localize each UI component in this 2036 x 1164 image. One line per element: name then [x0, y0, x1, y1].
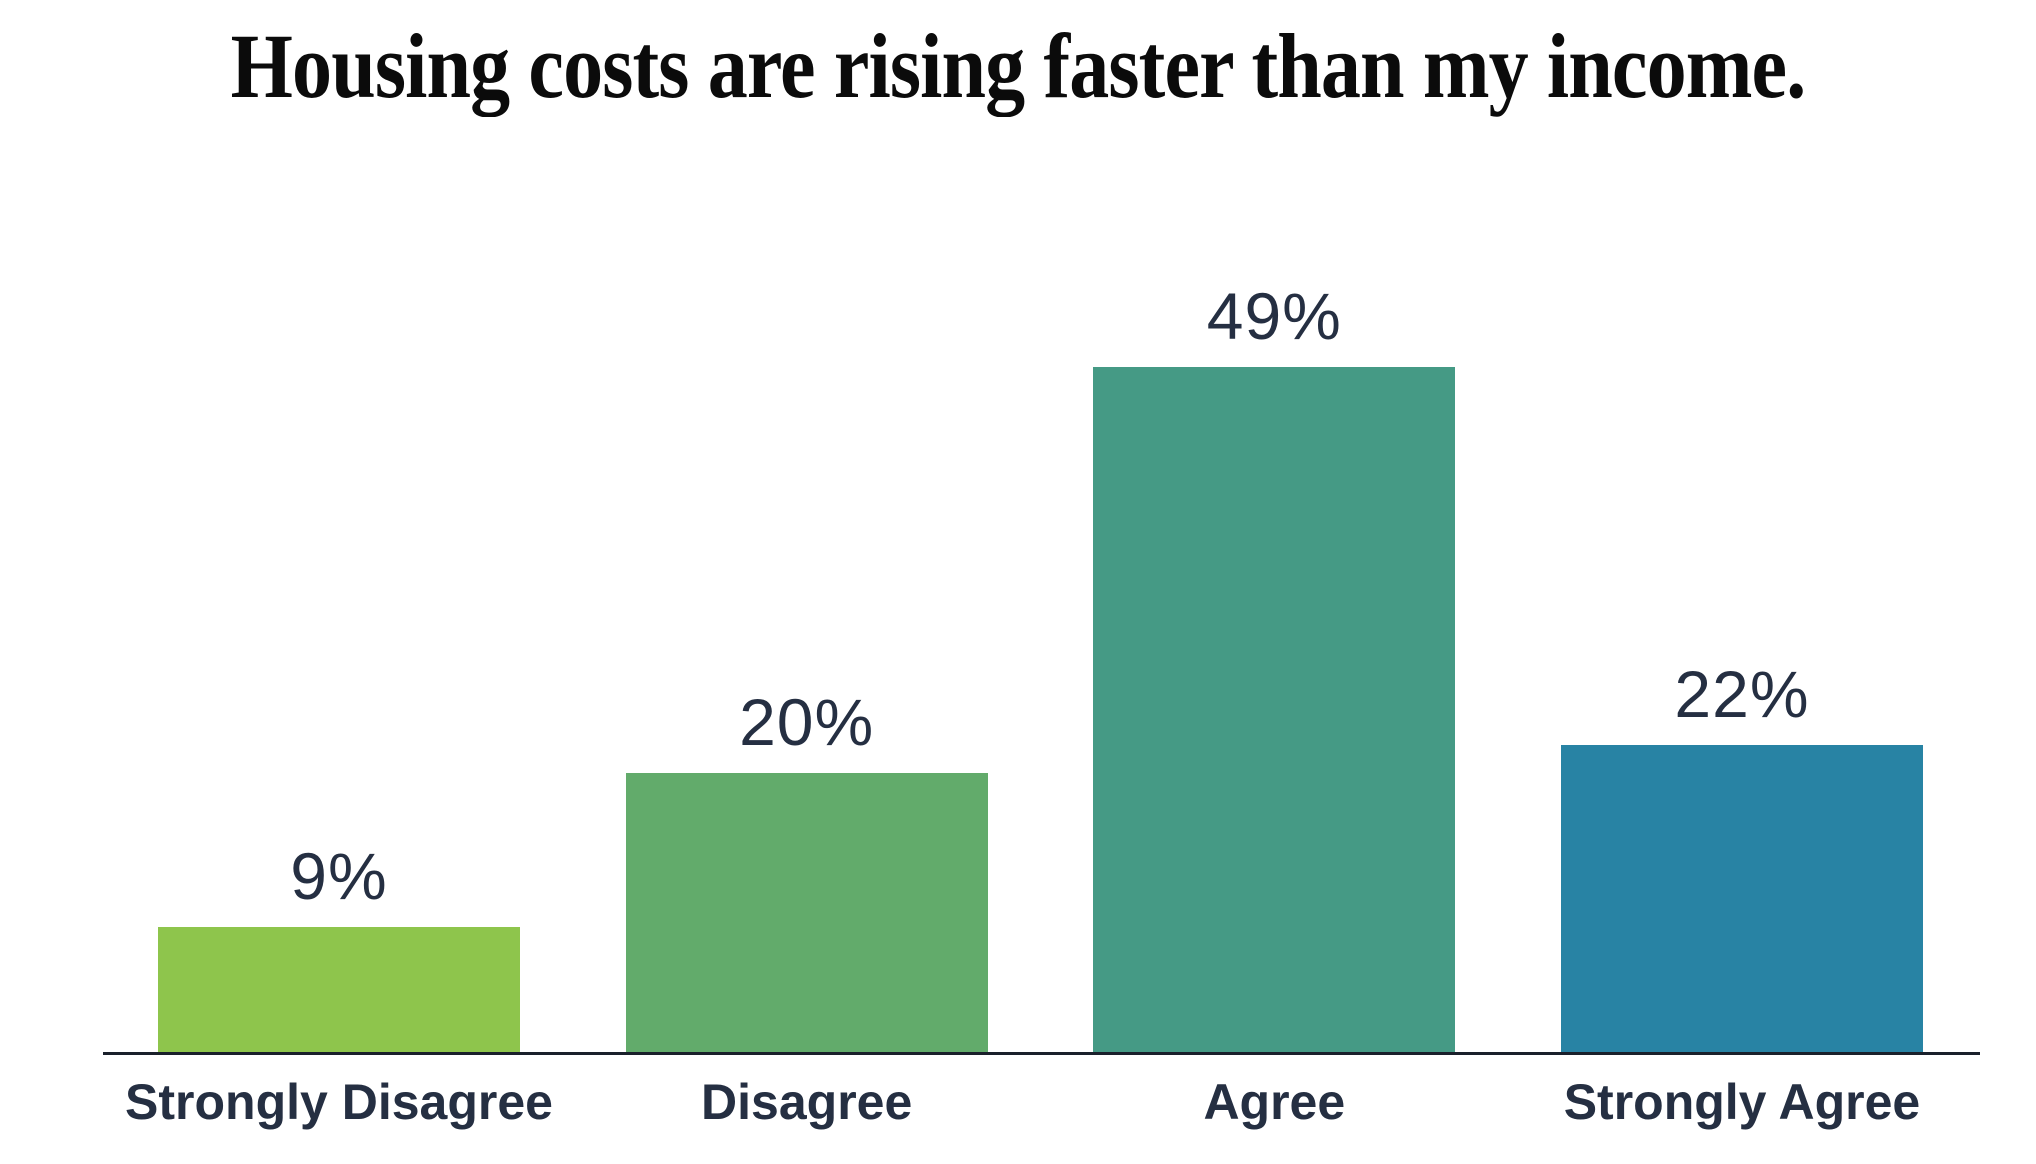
bar-category-label: Strongly Disagree	[125, 1074, 553, 1130]
bar-column: 22% Strongly Agree	[1560, 243, 1923, 1127]
bar-column: 49% Agree	[1093, 243, 1456, 1127]
bar-column: 9% Strongly Disagree	[125, 243, 553, 1127]
chart-title: Housing costs are rising faster than my …	[230, 15, 1807, 117]
bar-value-label: 20%	[739, 685, 875, 759]
bar-category-label: Agree	[1203, 1074, 1346, 1130]
bar-value-label: 49%	[1206, 279, 1342, 353]
bar-value-label: 9%	[290, 839, 388, 913]
bar-category-label: Disagree	[701, 1074, 913, 1130]
bar-value-label: 22%	[1674, 657, 1810, 731]
bar-column: 20% Disagree	[625, 243, 988, 1127]
bar	[625, 773, 988, 1053]
bar-category-label: Strongly Agree	[1563, 1074, 1921, 1130]
bars-container: 9% Strongly Disagree 20% Disagree 49% Ag…	[103, 243, 1980, 1127]
bar	[1560, 745, 1923, 1053]
bar	[158, 927, 520, 1053]
bar-chart: 9% Strongly Disagree 20% Disagree 49% Ag…	[103, 243, 1980, 1127]
x-axis-line	[103, 1052, 1980, 1055]
bar	[1093, 367, 1456, 1053]
